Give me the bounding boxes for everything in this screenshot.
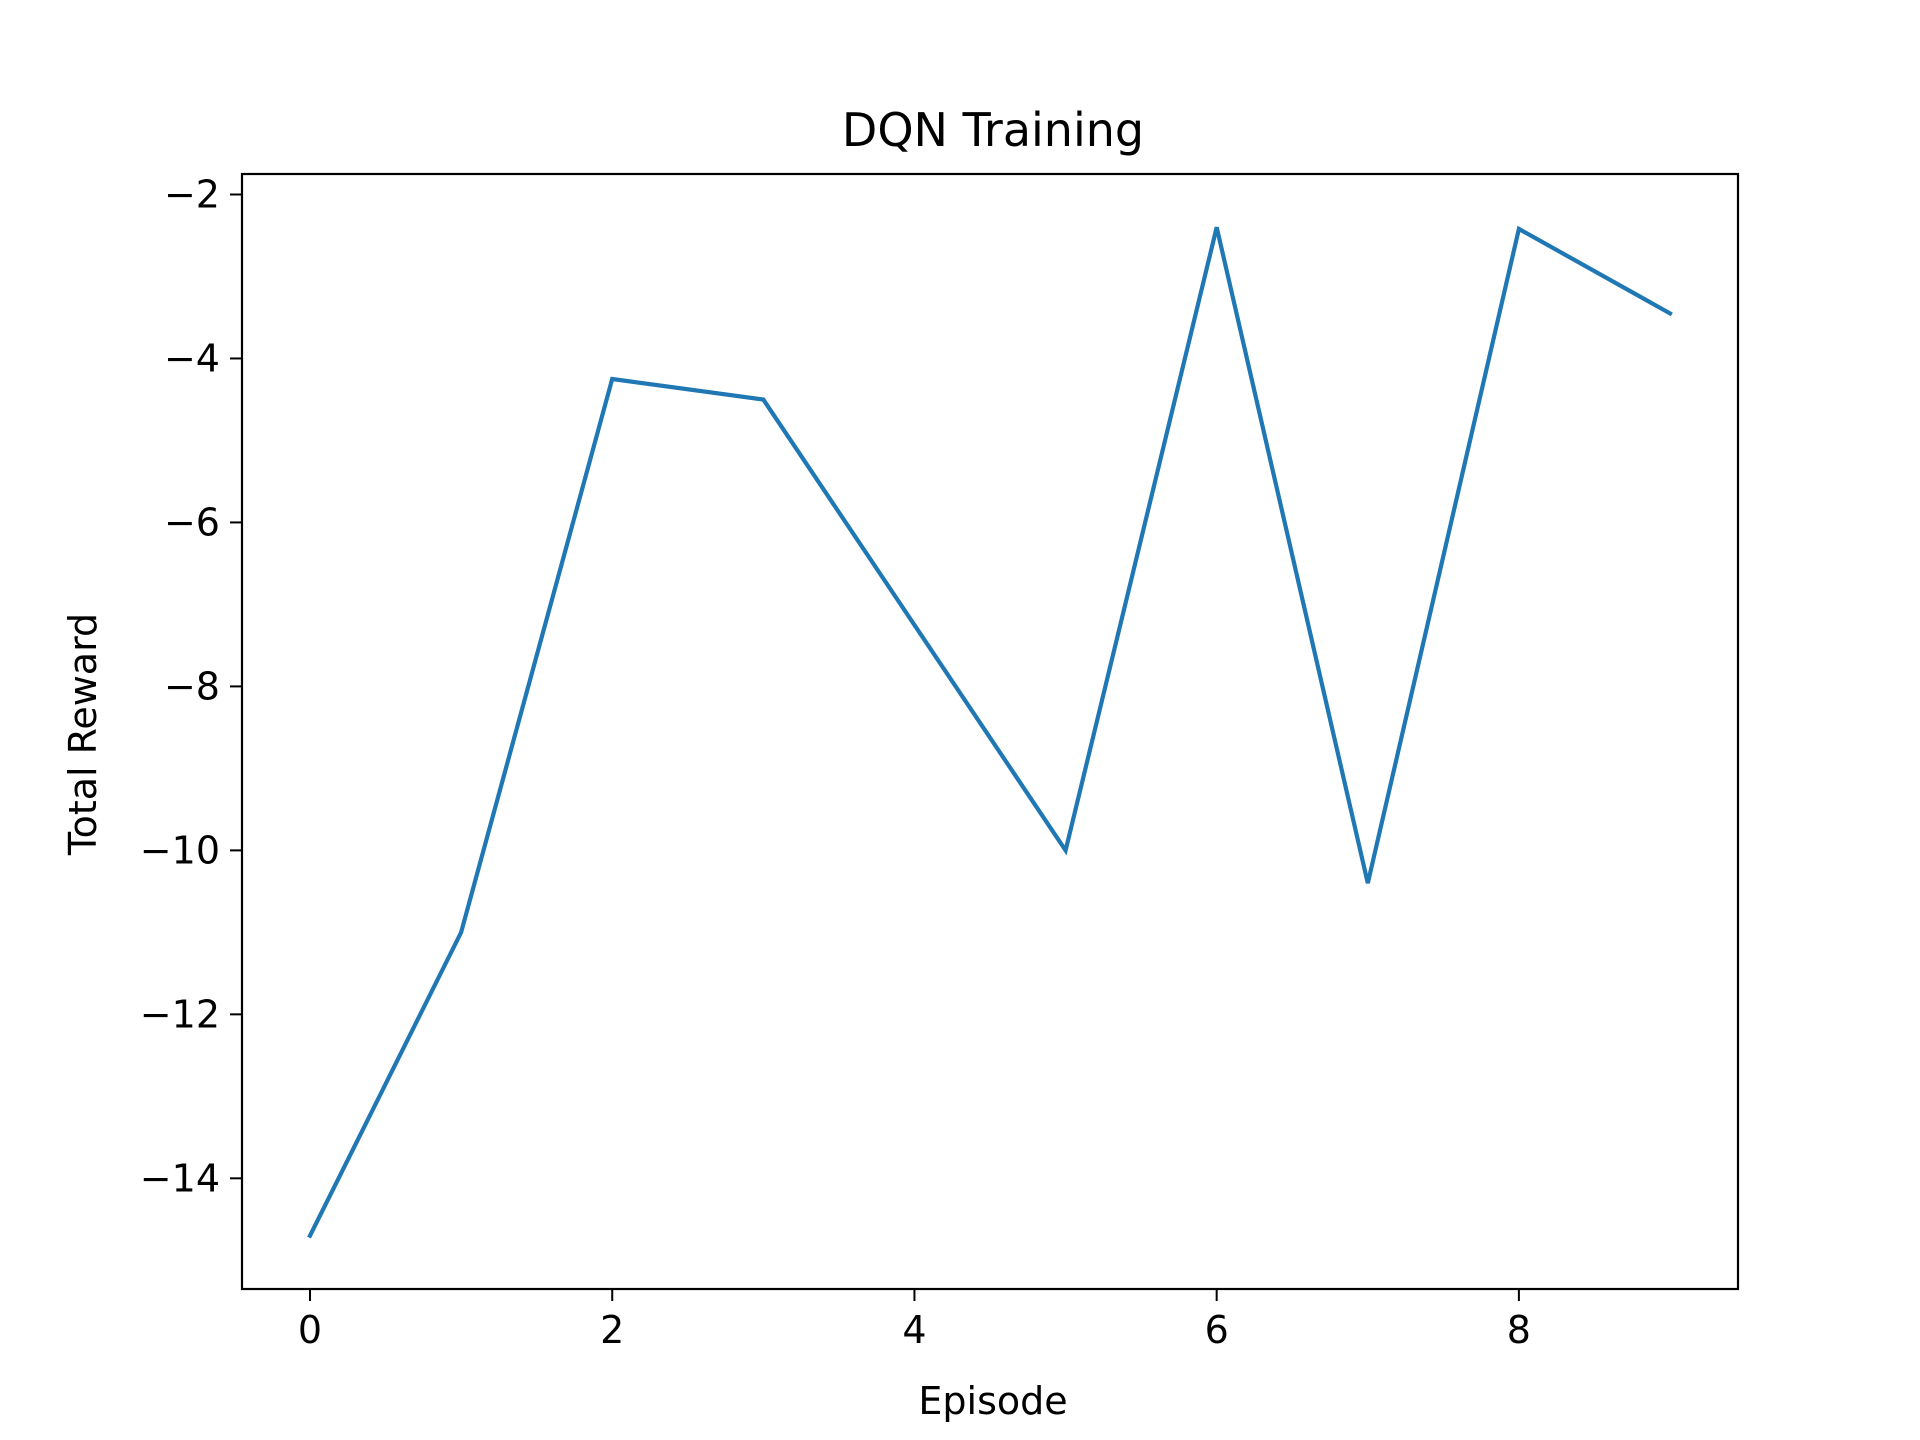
y-tick-label: −12 [140, 992, 220, 1036]
y-tick-label: −6 [164, 500, 220, 544]
x-tick-label: 8 [1507, 1308, 1531, 1352]
x-tick-label: 2 [600, 1308, 624, 1352]
y-axis-title: Total Reward [61, 613, 105, 856]
plot-area: 0 2 4 6 8 −2 −4 −6 −8 −10 −12 −14 [140, 172, 1740, 1352]
axes-frame [240, 172, 1740, 1291]
x-axis-title: Episode [918, 1379, 1067, 1423]
y-tick-label: −8 [164, 664, 220, 708]
series-line-0 [307, 225, 1673, 1239]
x-tick-label: 6 [1205, 1308, 1229, 1352]
y-tick-label: −10 [140, 828, 220, 872]
x-tick-label: 0 [298, 1308, 322, 1352]
x-tick-label: 4 [902, 1308, 926, 1352]
chart-title: DQN Training [842, 103, 1144, 157]
y-tick-label: −4 [164, 336, 220, 380]
y-tick-label: −2 [164, 172, 220, 216]
y-tick-label: −14 [140, 1156, 220, 1200]
